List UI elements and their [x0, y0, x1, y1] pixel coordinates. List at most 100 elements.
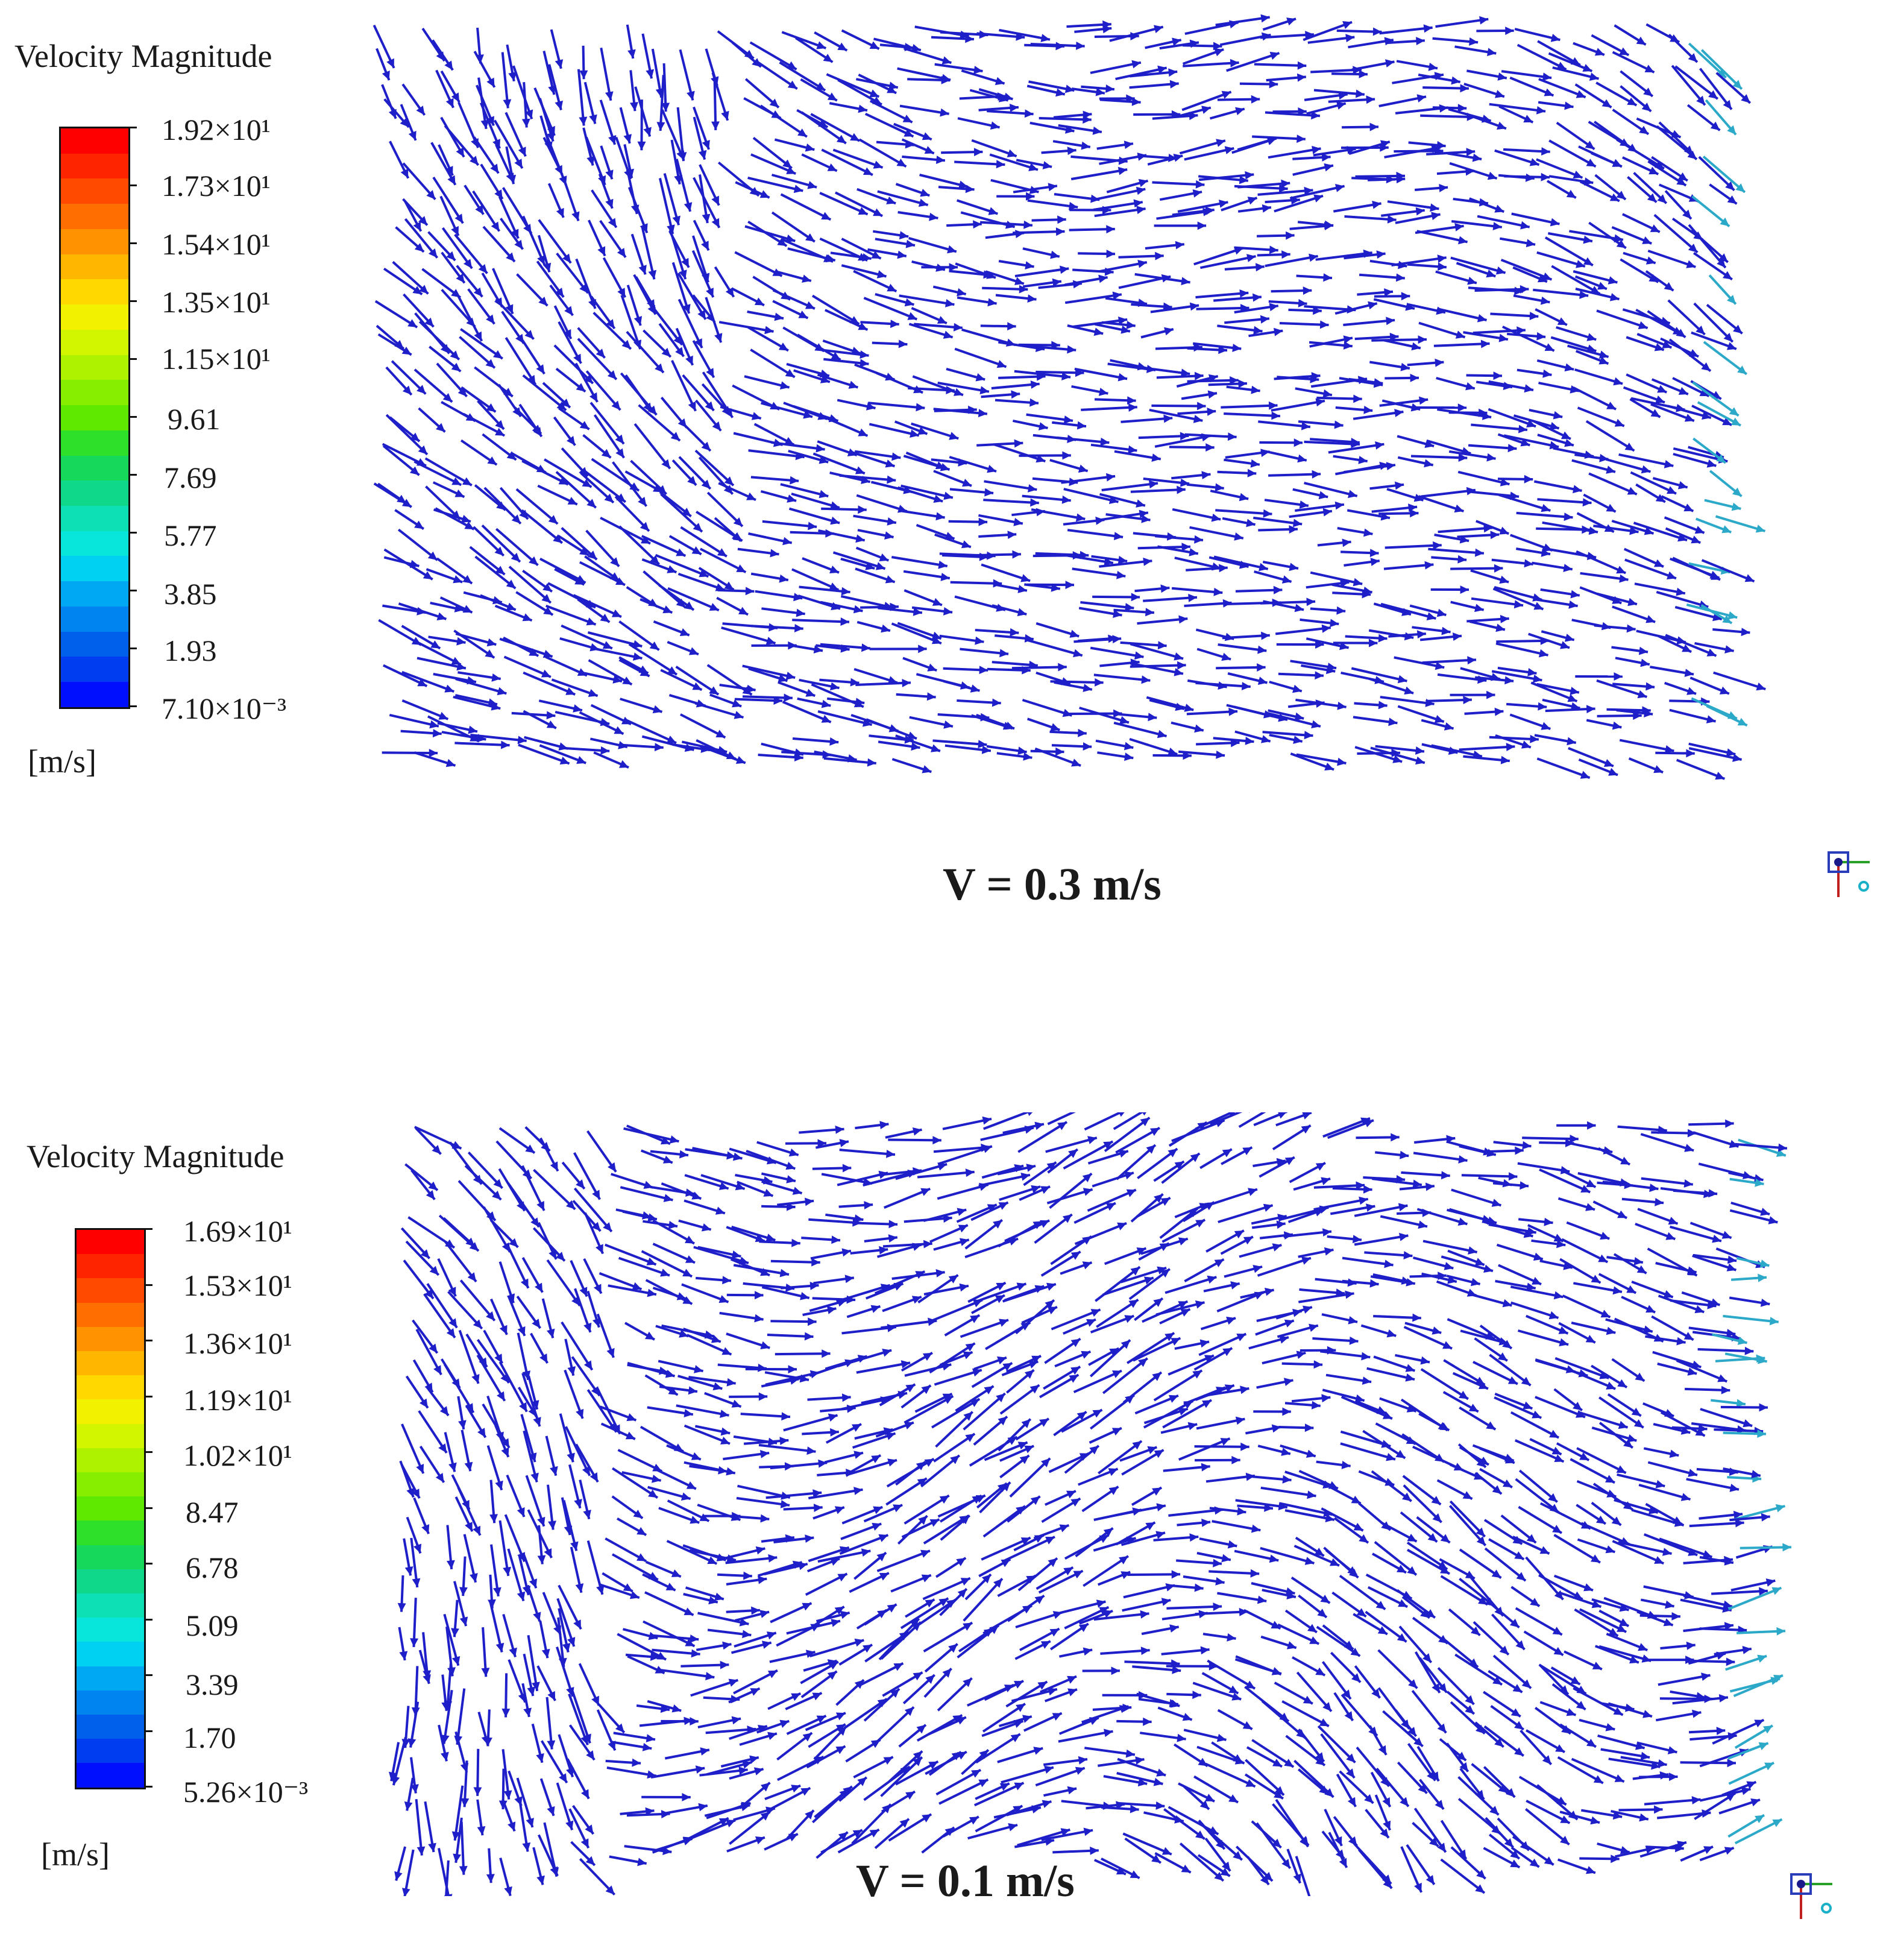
velocity-vector-head [1557, 317, 1567, 325]
velocity-vector-head [1030, 380, 1040, 389]
velocity-vector [1260, 600, 1316, 605]
velocity-vector-head [1234, 1231, 1244, 1239]
velocity-vector-head [1522, 1141, 1532, 1150]
velocity-vector [1238, 1112, 1266, 1128]
velocity-vector-head [1459, 1390, 1468, 1399]
velocity-vector-head [793, 184, 803, 194]
velocity-vector-head [1616, 566, 1626, 574]
velocity-vector [680, 526, 728, 558]
velocity-vector-head [1386, 462, 1395, 471]
velocity-vector-head [1239, 1607, 1248, 1616]
velocity-vector-head [935, 156, 945, 164]
velocity-vector-head [844, 1275, 854, 1284]
velocity-vector-head [583, 1322, 592, 1332]
velocity-vector-head [1216, 139, 1225, 147]
velocity-vector-head [1293, 1873, 1301, 1883]
velocity-vector-head [1683, 145, 1694, 155]
velocity-vector-head [1645, 615, 1656, 623]
velocity-vector [671, 262, 691, 314]
velocity-vector [1619, 739, 1674, 752]
velocity-vector [1235, 1499, 1288, 1509]
velocity-vector-head [1230, 1281, 1240, 1290]
velocity-vector-head [1322, 1702, 1331, 1712]
velocity-vector-head [745, 587, 755, 596]
velocity-vector-head [1435, 358, 1444, 367]
velocity-vector-head [641, 535, 650, 544]
velocity-vector-head [767, 1732, 777, 1741]
velocity-vector-head [526, 1818, 534, 1827]
velocity-vector-head [965, 1343, 975, 1352]
velocity-vector-head [1232, 344, 1242, 352]
velocity-vector-head [1218, 681, 1227, 690]
velocity-vector-head [1157, 641, 1167, 650]
velocity-vector [1014, 267, 1069, 277]
velocity-vector [1058, 1730, 1113, 1743]
velocity-vector-head [1471, 1626, 1480, 1636]
velocity-vector-head [1143, 557, 1152, 566]
colorbar-tick-label: 1.35×10¹ [162, 285, 271, 319]
velocity-vector-head [410, 1638, 419, 1647]
colorbar-tick [144, 1619, 152, 1621]
velocity-vector-head [726, 1378, 736, 1387]
velocity-vector-head [1200, 1646, 1210, 1655]
velocity-vector [1213, 555, 1269, 570]
velocity-vector-head [788, 1833, 798, 1842]
velocity-vector-head [1626, 624, 1636, 633]
velocity-vector-head [1294, 603, 1304, 613]
velocity-vector-head [891, 452, 901, 461]
velocity-vector-head [893, 1663, 904, 1671]
velocity-vector-head [1070, 1498, 1081, 1507]
colorbar-tick [144, 1786, 152, 1788]
velocity-vector-head [1544, 343, 1554, 351]
velocity-vector [1616, 138, 1665, 170]
velocity-vector-head [1741, 94, 1750, 103]
velocity-vector [1596, 679, 1648, 698]
velocity-vector-head [439, 1406, 448, 1416]
velocity-vector-head [438, 1443, 447, 1453]
velocity-vector-head [739, 1618, 749, 1627]
velocity-vector-head [1386, 1453, 1395, 1461]
velocity-vector-head [1529, 312, 1539, 320]
legend-title: Velocity Magnitude [14, 38, 272, 74]
velocity-vector [808, 1488, 863, 1499]
velocity-vector-head [1293, 518, 1303, 528]
velocity-vector-head [1343, 335, 1353, 344]
velocity-vector-head [978, 740, 987, 749]
colorbar-tick [144, 1507, 152, 1509]
velocity-vector-head [623, 134, 632, 143]
velocity-vector-head [1168, 1394, 1178, 1403]
velocity-vector-head [676, 548, 686, 556]
velocity-vector-head [870, 1739, 881, 1748]
velocity-vector-head [492, 1190, 501, 1200]
velocity-vector [1133, 1337, 1181, 1362]
velocity-vector-head [816, 41, 826, 49]
velocity-vector [476, 1338, 511, 1384]
velocity-vector-head [1454, 504, 1464, 513]
velocity-vector-head [947, 245, 957, 254]
panel-v01: Velocity Magnitude 1.69×10¹ 1.53×10¹ 1.3… [0, 980, 1889, 1959]
velocity-vector [454, 742, 510, 747]
velocity-vector-head [1486, 690, 1495, 699]
velocity-vector-head [682, 1793, 691, 1801]
velocity-vector-head [456, 662, 466, 671]
velocity-vector-head [998, 1416, 1007, 1426]
colorbar-tick-label: 6.78 [186, 1551, 239, 1584]
velocity-vector-head [511, 552, 520, 562]
velocity-vector-head [1104, 1728, 1113, 1738]
velocity-vector-head [1133, 199, 1143, 208]
velocity-vector-head [1688, 244, 1698, 253]
velocity-vector-head [1414, 1882, 1422, 1892]
velocity-vector-head [1627, 597, 1637, 607]
velocity-vector-head [1181, 368, 1190, 377]
colorbar-tick-label: 5.77 [164, 518, 217, 552]
velocity-vector-head [486, 116, 494, 126]
velocity-vector-head [632, 640, 643, 649]
velocity-vector-head [1051, 583, 1060, 592]
velocity-vector-head [1143, 1276, 1154, 1285]
velocity-vector-head [1444, 722, 1454, 731]
velocity-vector-head [1387, 215, 1397, 224]
velocity-vector-head [1616, 239, 1626, 248]
velocity-vector-head [927, 663, 937, 672]
velocity-vector-head [448, 1287, 456, 1297]
velocity-vector-head [830, 516, 840, 525]
